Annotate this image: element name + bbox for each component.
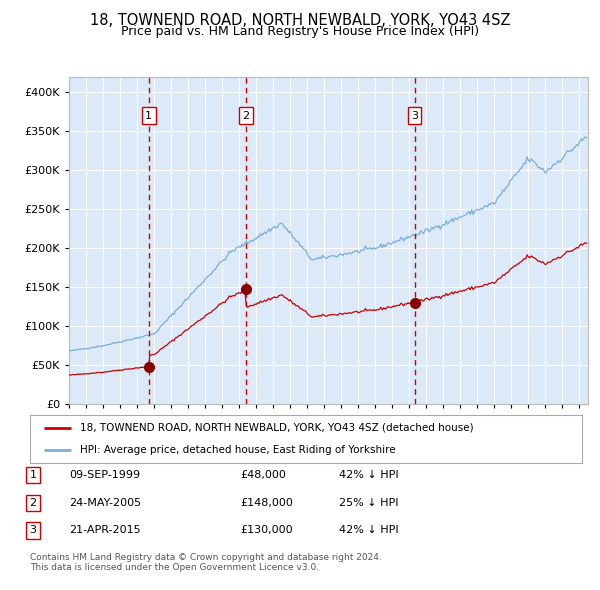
Text: HPI: Average price, detached house, East Riding of Yorkshire: HPI: Average price, detached house, East… [80,445,395,455]
Text: 21-APR-2015: 21-APR-2015 [69,526,140,535]
Text: This data is licensed under the Open Government Licence v3.0.: This data is licensed under the Open Gov… [30,563,319,572]
Text: 09-SEP-1999: 09-SEP-1999 [69,470,140,480]
Text: Price paid vs. HM Land Registry's House Price Index (HPI): Price paid vs. HM Land Registry's House … [121,25,479,38]
Text: 42% ↓ HPI: 42% ↓ HPI [339,470,398,480]
Text: 25% ↓ HPI: 25% ↓ HPI [339,498,398,507]
Text: 1: 1 [145,111,152,121]
Text: 2: 2 [29,498,37,507]
Text: 42% ↓ HPI: 42% ↓ HPI [339,526,398,535]
Text: 2: 2 [242,111,250,121]
Text: 18, TOWNEND ROAD, NORTH NEWBALD, YORK, YO43 4SZ (detached house): 18, TOWNEND ROAD, NORTH NEWBALD, YORK, Y… [80,423,473,433]
Text: 3: 3 [411,111,418,121]
Text: £148,000: £148,000 [240,498,293,507]
Text: 24-MAY-2005: 24-MAY-2005 [69,498,141,507]
Text: £48,000: £48,000 [240,470,286,480]
Text: 3: 3 [29,526,37,535]
Text: £130,000: £130,000 [240,526,293,535]
Text: 18, TOWNEND ROAD, NORTH NEWBALD, YORK, YO43 4SZ: 18, TOWNEND ROAD, NORTH NEWBALD, YORK, Y… [90,13,510,28]
Text: 1: 1 [29,470,37,480]
Text: Contains HM Land Registry data © Crown copyright and database right 2024.: Contains HM Land Registry data © Crown c… [30,553,382,562]
